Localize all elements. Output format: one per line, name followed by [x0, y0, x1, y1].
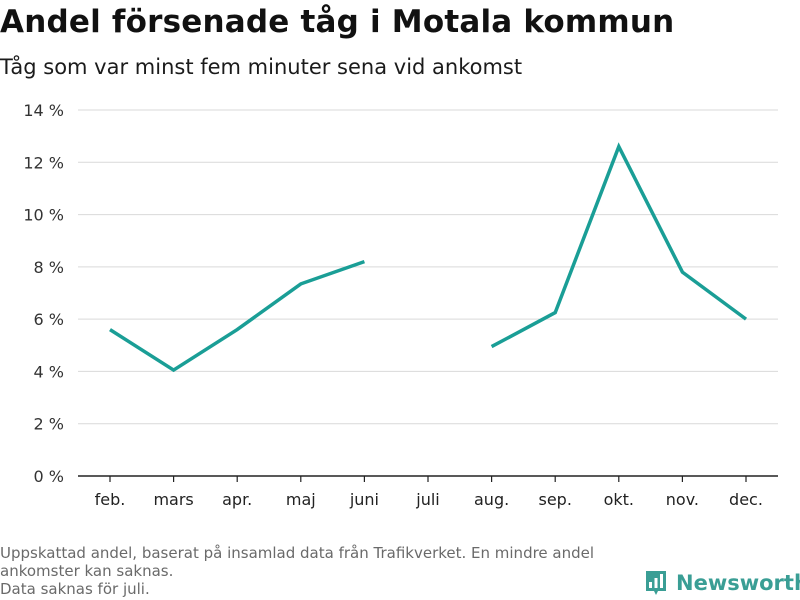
y-tick-label: 10 %: [23, 206, 64, 225]
x-tick-label: aug.: [474, 490, 509, 509]
chart-footnote: Uppskattad andel, baserat på insamlad da…: [0, 544, 640, 598]
x-tick-label: nov.: [666, 490, 699, 509]
x-tick-label: sep.: [538, 490, 571, 509]
brand-name: Newsworthy: [676, 571, 800, 595]
x-tick-label: juli: [415, 490, 439, 509]
x-tick-label: maj: [286, 490, 316, 509]
x-tick-label: feb.: [95, 490, 126, 509]
x-tick-label: okt.: [604, 490, 634, 509]
series-line: [109, 259, 365, 373]
y-tick-label: 14 %: [23, 101, 64, 120]
y-tick-label: 12 %: [23, 153, 64, 172]
footnote-missing-data: Data saknas för juli.: [0, 580, 150, 598]
x-tick-label: mars: [153, 490, 193, 509]
x-tick-label: juni: [349, 490, 379, 509]
y-tick-label: 8 %: [34, 258, 64, 277]
newsworthy-logo-icon: [646, 571, 666, 595]
y-tick-label: 2 %: [34, 415, 64, 434]
chart-title: Andel försenade tåg i Motala kommun: [0, 4, 675, 40]
series-line: [490, 142, 748, 349]
chart-subtitle: Tåg som var minst fem minuter sena vid a…: [0, 55, 523, 79]
footnote-source: Uppskattad andel, baserat på insamlad da…: [0, 544, 595, 580]
y-tick-label: 6 %: [34, 310, 64, 329]
x-tick-label: dec.: [729, 490, 763, 509]
x-tick-label: apr.: [222, 490, 252, 509]
y-tick-label: 0 %: [34, 467, 64, 486]
newsworthy-logo: Newsworthy: [644, 569, 800, 597]
y-tick-label: 4 %: [34, 362, 64, 381]
